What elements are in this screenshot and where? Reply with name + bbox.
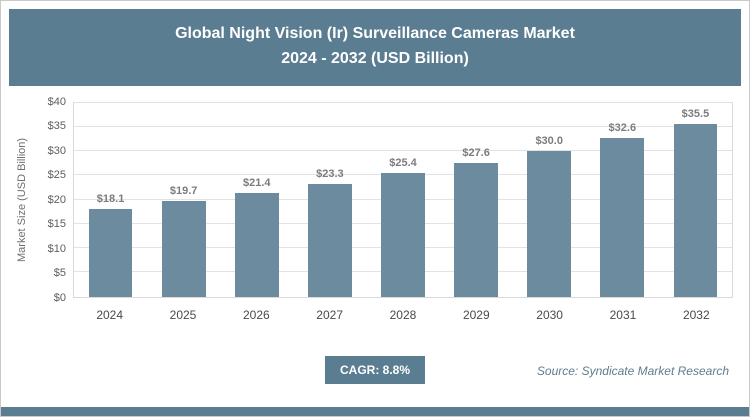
- bar-value-label: $35.5: [681, 108, 710, 121]
- bar-value-label: $18.1: [96, 192, 125, 205]
- gridline: [74, 101, 732, 103]
- x-axis-label: 2031: [609, 307, 637, 322]
- bar: [381, 173, 425, 297]
- y-tick-label: $15: [47, 218, 66, 231]
- x-axis-label: 2029: [462, 307, 490, 322]
- y-tick-label: $0: [53, 291, 66, 304]
- y-tick-label: $25: [47, 169, 66, 182]
- x-axis-label: 2032: [682, 307, 710, 322]
- plot-area: $18.1 $19.7 $21.4 $23.3 $25.4 $27.6 $30.0 $32.6…: [73, 101, 733, 298]
- bar: [234, 192, 279, 297]
- y-tick-label: $40: [47, 95, 66, 108]
- x-axis-label: 2024: [96, 307, 124, 322]
- bar-value-label: $21.4: [243, 176, 271, 189]
- x-axis-labels: 2024 2025 2026 2027 2028 2029 2030 2031 2032: [73, 298, 733, 332]
- bar-value-label: $30.0: [535, 135, 563, 148]
- bar-value-label: $25.4: [389, 157, 417, 170]
- bar-group-2029: $27.6: [440, 103, 513, 297]
- bar-group-2027: $23.3: [293, 103, 366, 297]
- y-tick-label: $35: [47, 120, 66, 133]
- bar-value-label: $19.7: [169, 185, 198, 198]
- chart-title-line1: Global Night Vision (Ir) Surveillance Ca…: [175, 25, 575, 42]
- bar-value-label: $32.6: [608, 122, 637, 135]
- chart-title-banner: Global Night Vision (Ir) Surveillance Ca…: [9, 9, 741, 86]
- y-axis-title: Market Size (USD Billion): [16, 137, 28, 262]
- bar: [88, 208, 133, 297]
- y-axis-tick-labels: $0 $5 $10 $15 $20 $25 $30 $35 $40: [33, 96, 73, 304]
- bar-group-2030: $30.0: [513, 103, 586, 297]
- x-axis-label: 2027: [316, 307, 343, 322]
- gridline: [74, 150, 732, 152]
- bar: [673, 124, 718, 297]
- y-tick-label: $5: [53, 267, 66, 280]
- chart-footer: CAGR: 8.8% Source: Syndicate Market Rese…: [17, 355, 733, 384]
- bar: [161, 201, 206, 297]
- bar: [527, 151, 572, 297]
- bar-value-label: $27.6: [462, 146, 490, 159]
- x-axis-label: 2026: [242, 307, 270, 322]
- bar-group-2025: $19.7: [147, 103, 220, 297]
- bar-group-2024: $18.1: [74, 103, 147, 297]
- y-tick-label: $30: [47, 144, 66, 157]
- x-axis-label: 2030: [536, 307, 563, 322]
- bar-group-2026: $21.4: [220, 103, 293, 297]
- x-axis-label: 2028: [389, 307, 417, 322]
- y-tick-label: $20: [47, 193, 66, 206]
- gridline: [74, 125, 732, 127]
- bar-group-2032: $35.5: [659, 103, 732, 297]
- bottom-accent-strip: [1, 407, 749, 416]
- chart-title-line2: 2024 - 2032 (USD Billion): [281, 49, 469, 67]
- bar: [600, 138, 645, 297]
- bar-group-2028: $25.4: [366, 103, 439, 297]
- y-tick-label: $10: [47, 242, 66, 255]
- cagr-badge: CAGR: 8.8%: [324, 355, 426, 384]
- bar: [307, 183, 352, 297]
- source-text: Source: Syndicate Market Research: [536, 363, 729, 378]
- bar: [454, 162, 499, 297]
- bars-container: $18.1 $19.7 $21.4 $23.3 $25.4 $27.6 $30.0 $32.6…: [74, 103, 732, 297]
- x-axis-label: 2025: [169, 307, 197, 322]
- bar-chart: Market Size (USD Billion) $0 $5 $10 $15 $20 $…: [11, 96, 733, 332]
- bar-value-label: $23.3: [316, 167, 344, 180]
- bar-group-2031: $32.6: [586, 103, 659, 297]
